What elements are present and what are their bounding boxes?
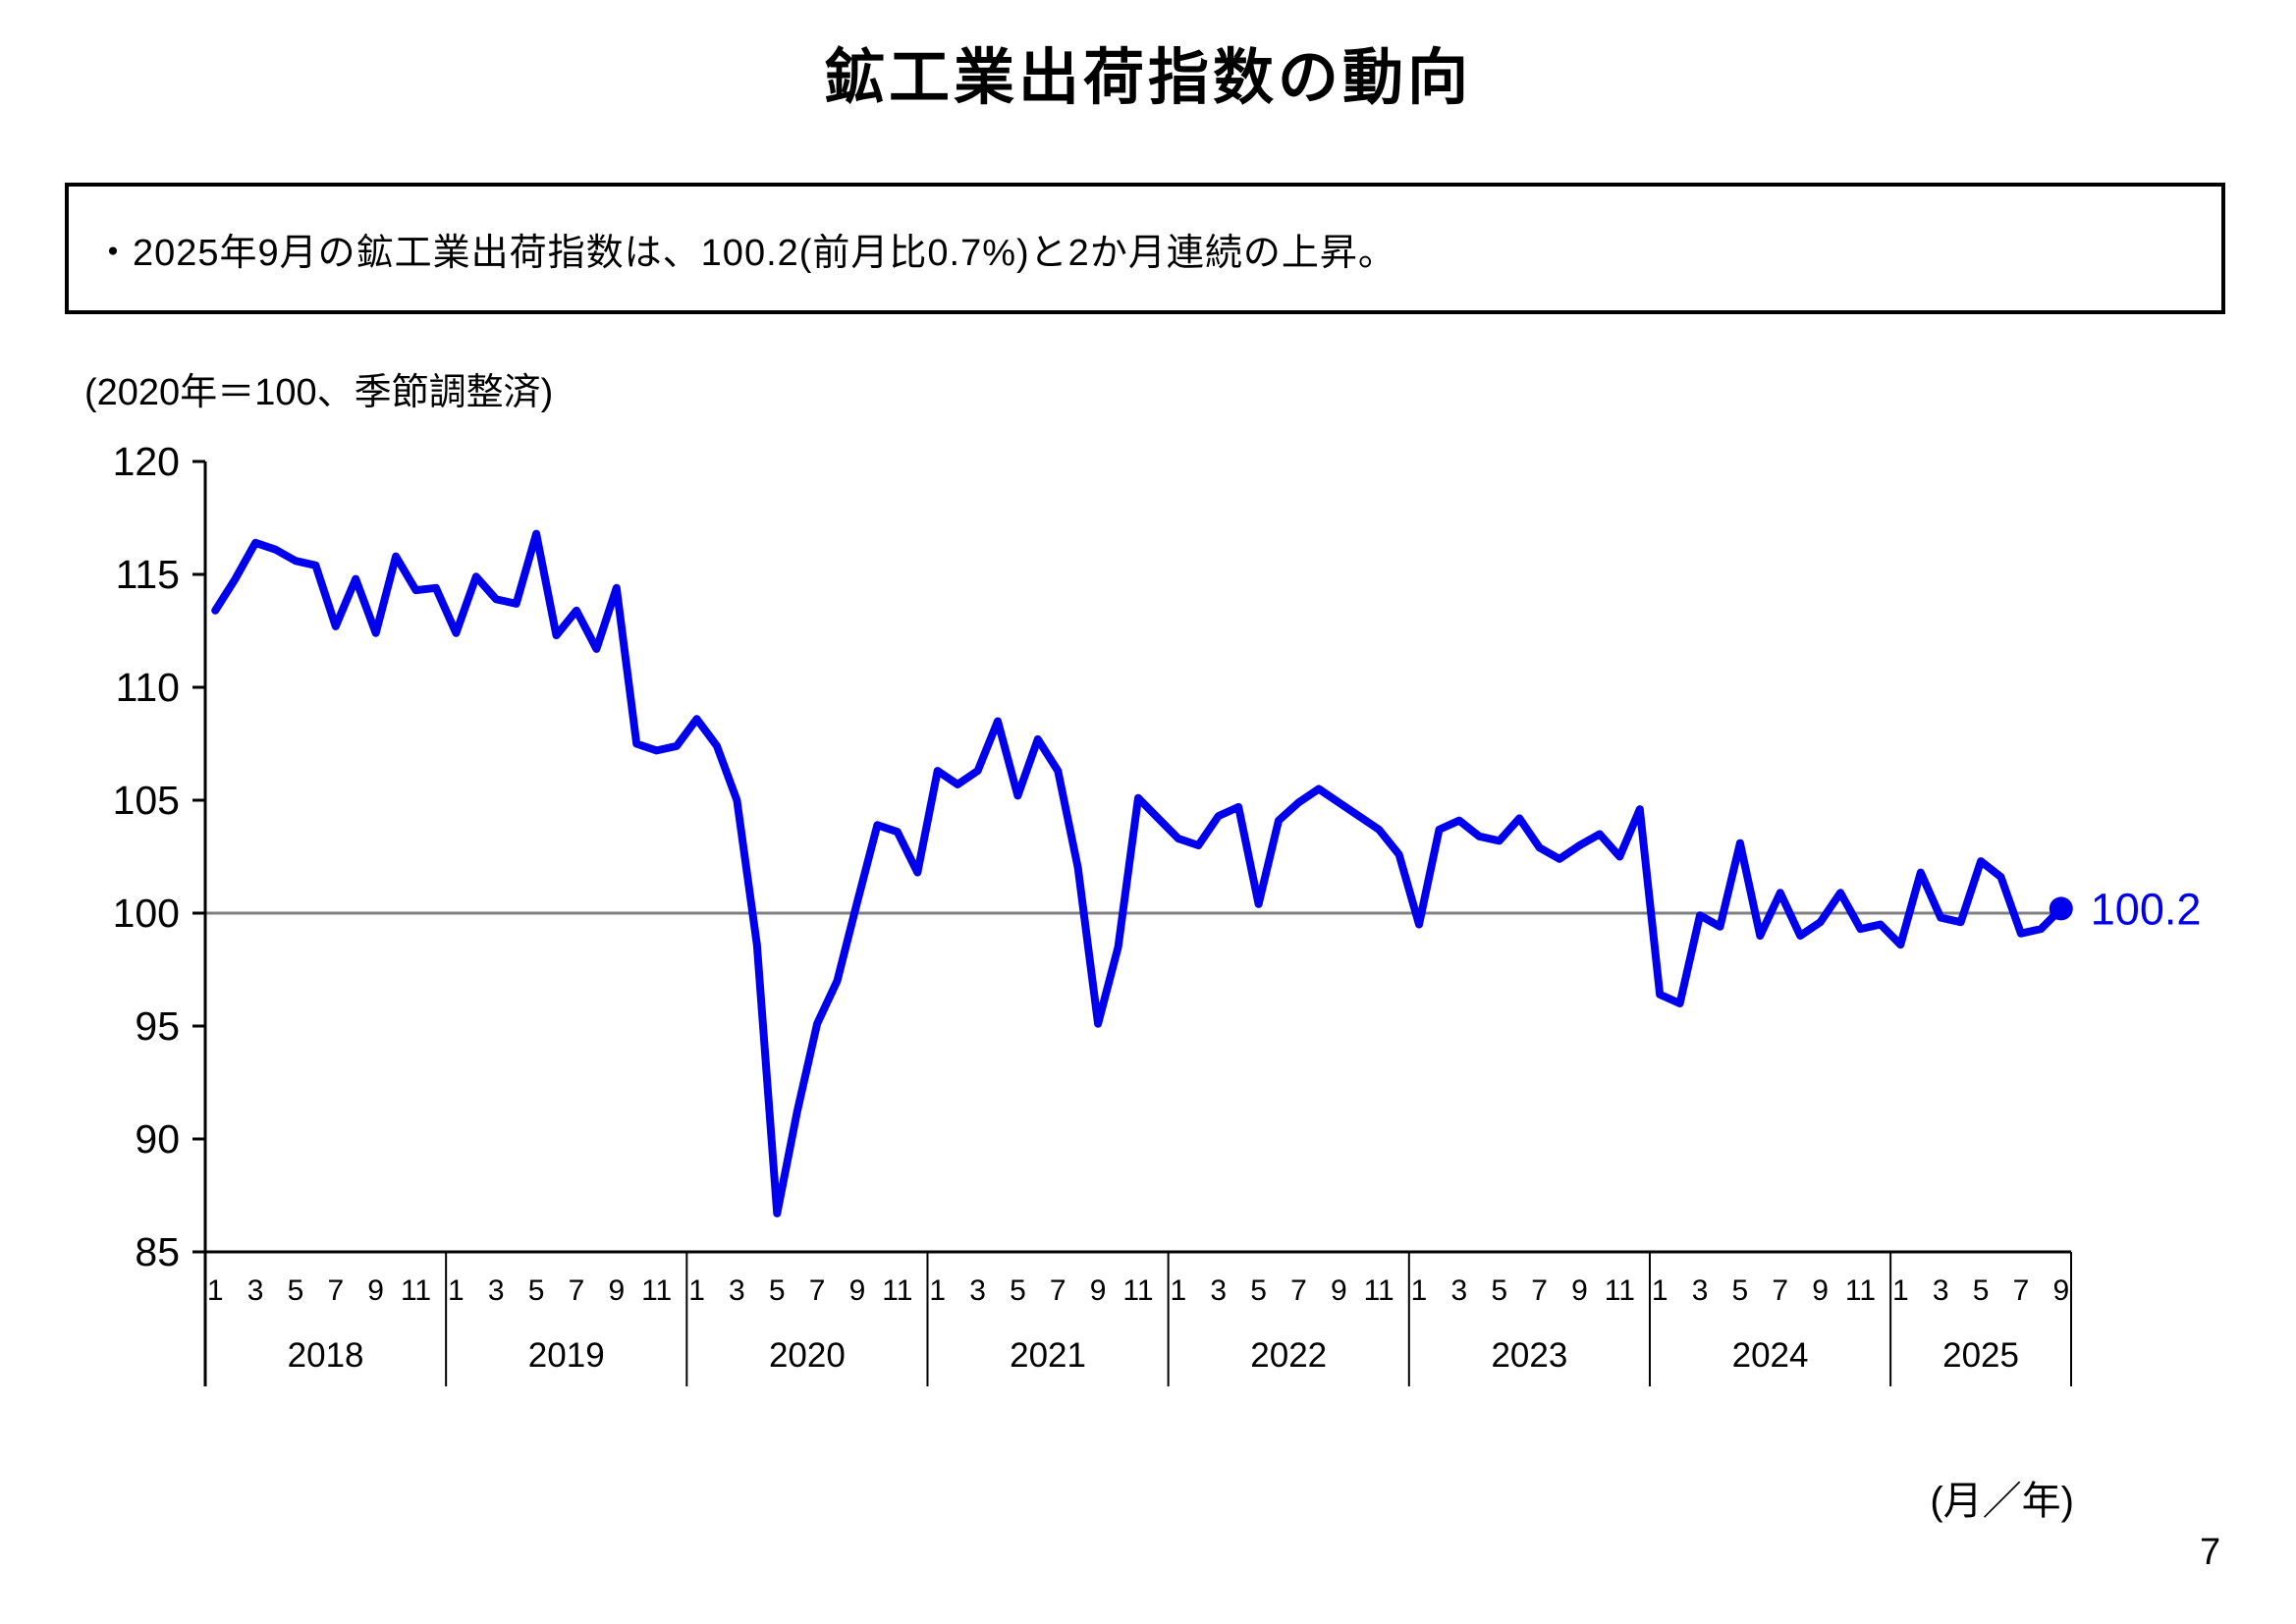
- month-tick-label: 5: [1732, 1274, 1749, 1307]
- month-tick-label: 7: [1050, 1274, 1066, 1307]
- month-tick-label: 11: [882, 1274, 912, 1307]
- month-tick-label: 9: [608, 1274, 625, 1307]
- month-tick-label: 3: [969, 1274, 986, 1307]
- month-tick-label: 1: [1892, 1274, 1909, 1307]
- month-tick-label: 3: [1210, 1274, 1227, 1307]
- month-tick-label: 7: [2013, 1274, 2030, 1307]
- month-tick-label: 9: [367, 1274, 384, 1307]
- page-number: 7: [2200, 1532, 2221, 1573]
- month-tick-label: 7: [809, 1274, 826, 1307]
- month-tick-label: 11: [401, 1274, 431, 1307]
- month-tick-label: 3: [247, 1274, 264, 1307]
- y-tick-label: 90: [135, 1116, 180, 1162]
- month-tick-label: 7: [327, 1274, 344, 1307]
- month-tick-label: 7: [1772, 1274, 1788, 1307]
- month-tick-label: 5: [1010, 1274, 1026, 1307]
- year-label: 2018: [288, 1336, 364, 1375]
- month-tick-label: 9: [1571, 1274, 1588, 1307]
- month-tick-label: 3: [729, 1274, 745, 1307]
- month-tick-label: 1: [688, 1274, 705, 1307]
- month-tick-label: 1: [1652, 1274, 1668, 1307]
- summary-text: ・2025年9月の鉱工業出荷指数は、100.2(前月比0.7%)と2か月連続の上…: [94, 232, 1396, 274]
- month-tick-label: 5: [769, 1274, 786, 1307]
- month-tick-label: 9: [2052, 1274, 2069, 1307]
- month-tick-label: 7: [569, 1274, 585, 1307]
- month-tick-label: 7: [1531, 1274, 1548, 1307]
- y-tick-label: 85: [135, 1229, 180, 1274]
- month-tick-label: 3: [488, 1274, 505, 1307]
- month-tick-label: 5: [1250, 1274, 1267, 1307]
- year-label: 2022: [1250, 1336, 1327, 1375]
- month-tick-label: 9: [1331, 1274, 1347, 1307]
- month-tick-label: 5: [528, 1274, 545, 1307]
- y-tick-label: 115: [116, 552, 180, 597]
- month-tick-label: 11: [641, 1274, 672, 1307]
- y-tick-label: 120: [113, 439, 180, 484]
- y-tick-label: 95: [135, 1003, 180, 1049]
- latest-point-marker: [2049, 896, 2073, 921]
- month-tick-label: 1: [207, 1274, 224, 1307]
- month-tick-label: 3: [1933, 1274, 1949, 1307]
- month-tick-label: 3: [1451, 1274, 1468, 1307]
- month-tick-label: 11: [1364, 1274, 1394, 1307]
- y-tick-label: 110: [116, 665, 180, 710]
- month-tick-label: 1: [448, 1274, 465, 1307]
- month-tick-label: 11: [1605, 1274, 1635, 1307]
- year-label: 2020: [769, 1336, 846, 1375]
- month-tick-label: 5: [288, 1274, 304, 1307]
- month-tick-label: 5: [1491, 1274, 1507, 1307]
- month-tick-label: 7: [1290, 1274, 1307, 1307]
- page-title: 鉱工業出荷指数の動向: [823, 44, 1472, 112]
- month-tick-label: 9: [849, 1274, 866, 1307]
- year-label: 2023: [1491, 1336, 1567, 1375]
- month-tick-label: 3: [1692, 1274, 1709, 1307]
- x-axis-unit-note: (月／年): [1930, 1480, 2074, 1523]
- month-tick-label: 1: [1171, 1274, 1187, 1307]
- year-label: 2024: [1732, 1336, 1809, 1375]
- month-tick-label: 1: [1411, 1274, 1428, 1307]
- month-tick-label: 11: [1845, 1274, 1876, 1307]
- year-label: 2019: [528, 1336, 605, 1375]
- year-label: 2021: [1010, 1336, 1086, 1375]
- month-tick-label: 5: [1973, 1274, 1990, 1307]
- month-tick-label: 9: [1090, 1274, 1107, 1307]
- month-tick-label: 11: [1122, 1274, 1153, 1307]
- y-tick-label: 100: [113, 891, 180, 936]
- shipment-index-line: [211, 529, 2065, 1218]
- summary-box: ・2025年9月の鉱工業出荷指数は、100.2(前月比0.7%)と2か月連続の上…: [65, 183, 2225, 314]
- month-tick-label: 9: [1812, 1274, 1829, 1307]
- year-label: 2025: [1942, 1336, 2019, 1375]
- y-axis-unit-note: (2020年＝100、季節調整済): [84, 372, 554, 413]
- latest-value-label: 100.2: [2091, 884, 2202, 934]
- y-tick-label: 105: [113, 778, 180, 823]
- month-tick-label: 1: [929, 1274, 946, 1307]
